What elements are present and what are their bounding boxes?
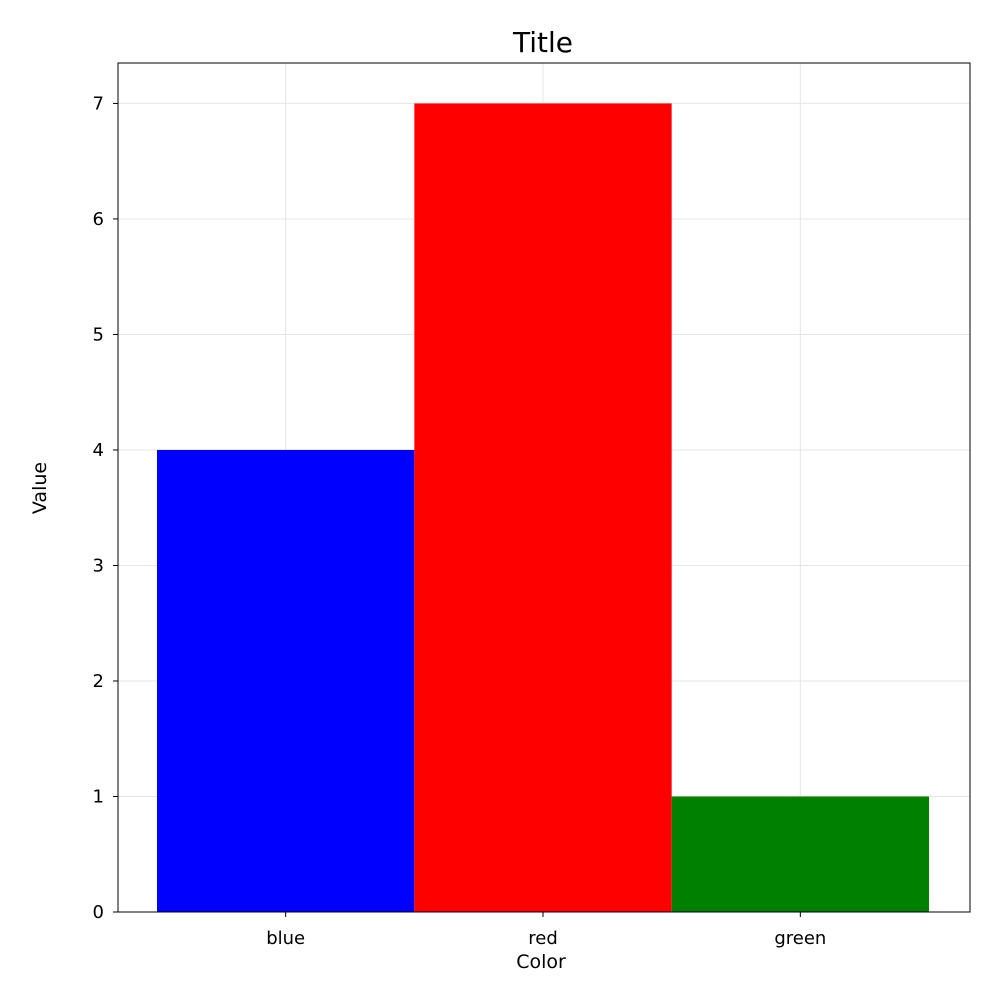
bar-red xyxy=(414,103,672,912)
y-axis: 0 1 2 3 4 5 6 7 xyxy=(93,93,118,923)
bar-green xyxy=(671,796,929,912)
x-tick-label-blue: blue xyxy=(266,928,305,949)
y-tick-label: 4 xyxy=(93,440,104,461)
bar-blue xyxy=(157,449,415,912)
x-tick-label-red: red xyxy=(528,928,558,949)
x-axis-label: Color xyxy=(516,951,566,973)
y-tick-label: 2 xyxy=(93,671,104,692)
x-axis: blue red green xyxy=(266,912,826,949)
y-tick-label: 5 xyxy=(93,324,104,345)
y-tick-label: 3 xyxy=(93,555,104,576)
y-tick-label: 7 xyxy=(93,93,104,114)
y-tick-label: 0 xyxy=(93,902,104,923)
x-tick-label-green: green xyxy=(774,928,826,949)
y-tick-label: 6 xyxy=(93,209,104,230)
bars xyxy=(157,103,929,912)
y-tick-label: 1 xyxy=(93,786,104,807)
chart-title: Title xyxy=(512,26,573,59)
plot-frame xyxy=(117,62,971,913)
y-axis-label: Value xyxy=(29,462,51,514)
